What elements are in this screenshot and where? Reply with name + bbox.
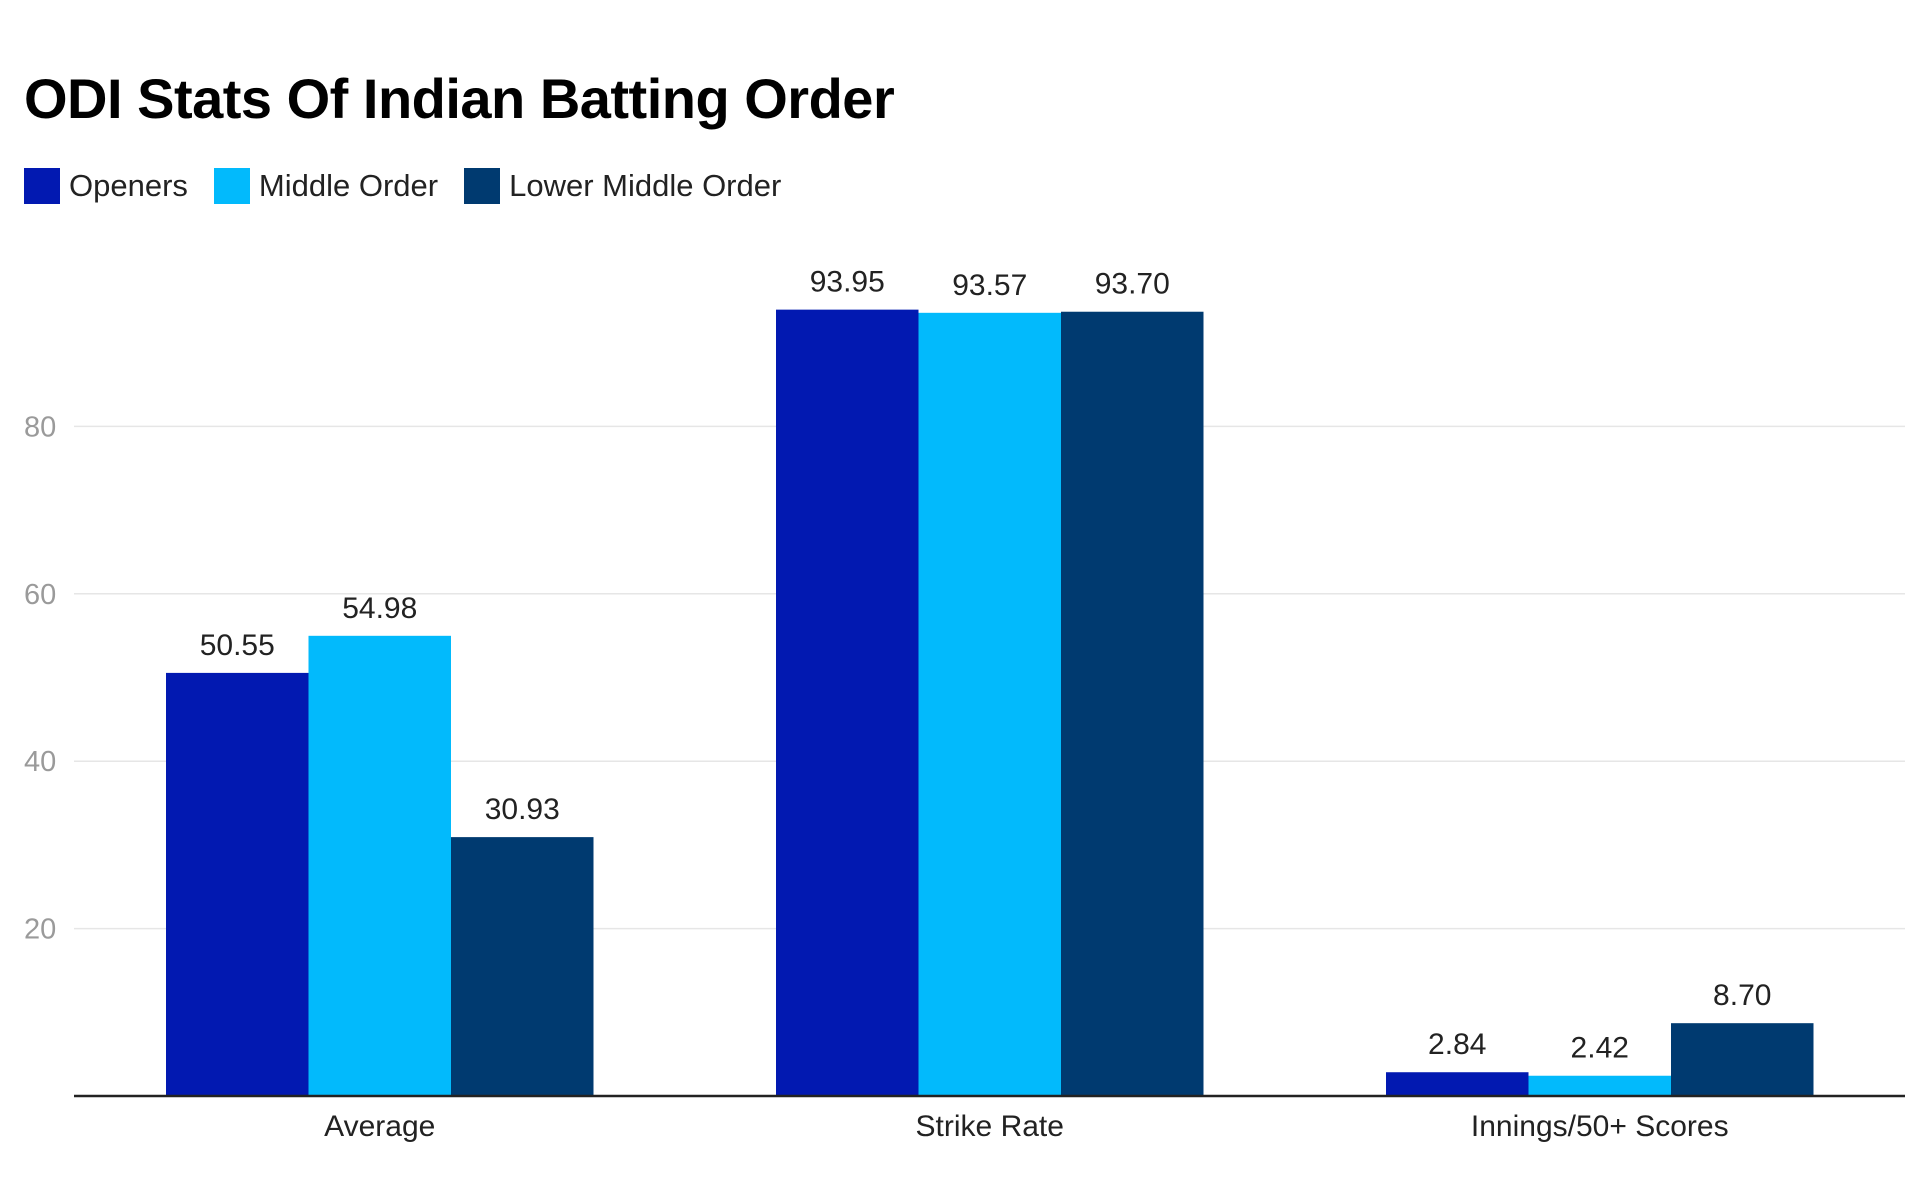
- value-label-2-2: 8.70: [1713, 979, 1771, 1012]
- chart-title: ODI Stats Of Indian Batting Order: [24, 67, 895, 130]
- legend-label-lower-middle-order: Lower Middle Order: [509, 168, 782, 203]
- value-label-2-1: 2.42: [1571, 1032, 1629, 1065]
- value-label-2-0: 2.84: [1428, 1028, 1486, 1061]
- value-label-1-0: 93.95: [810, 266, 885, 299]
- legend-item-lower-middle-order: Lower Middle Order: [464, 168, 781, 204]
- legend-label-middle-order: Middle Order: [258, 168, 439, 203]
- y-tick-label-40: 40: [24, 746, 56, 778]
- x-category-label-0: Average: [324, 1110, 435, 1143]
- axes: 20 40 60 80 Average Strike Rate Innings/50+ Sc…: [24, 411, 1905, 1143]
- value-label-1-1: 93.57: [952, 269, 1027, 302]
- bar-0-2: [451, 837, 594, 1096]
- bar-1-0: [776, 309, 919, 1096]
- bar-0-1: [308, 635, 451, 1096]
- legend-item-middle-order: Middle Order: [213, 168, 439, 204]
- value-label-0-2: 30.93: [485, 793, 560, 826]
- x-category-label-2: Innings/50+ Scores: [1471, 1110, 1729, 1143]
- value-label-0-0: 50.55: [200, 629, 275, 662]
- x-category-label-1: Strike Rate: [916, 1110, 1064, 1143]
- bars: [166, 309, 1814, 1097]
- bar-2-1: [1528, 1075, 1671, 1096]
- y-tick-label-80: 80: [24, 411, 56, 443]
- value-label-1-2: 93.70: [1095, 268, 1170, 301]
- y-tick-label-60: 60: [24, 579, 56, 611]
- bar-2-0: [1386, 1072, 1529, 1096]
- legend-item-openers: Openers: [24, 168, 188, 204]
- bar-1-2: [1061, 311, 1204, 1097]
- bar-2-2: [1671, 1023, 1814, 1096]
- legend: Openers Middle Order Lower Middle Order: [24, 168, 807, 204]
- legend-label-openers: Openers: [69, 168, 188, 203]
- legend-swatch-lower-middle-order: [464, 168, 501, 204]
- bar-0-0: [166, 672, 309, 1096]
- bar-1-1: [918, 312, 1061, 1096]
- legend-swatch-middle-order: [213, 168, 250, 204]
- value-labels: 50.55 54.98 30.93 93.95 93.57 93.70 2.84 2.42 8.…: [200, 266, 1772, 1065]
- y-tick-label-20: 20: [24, 914, 56, 946]
- legend-swatch-openers: [24, 168, 60, 204]
- value-label-0-1: 54.98: [342, 592, 417, 625]
